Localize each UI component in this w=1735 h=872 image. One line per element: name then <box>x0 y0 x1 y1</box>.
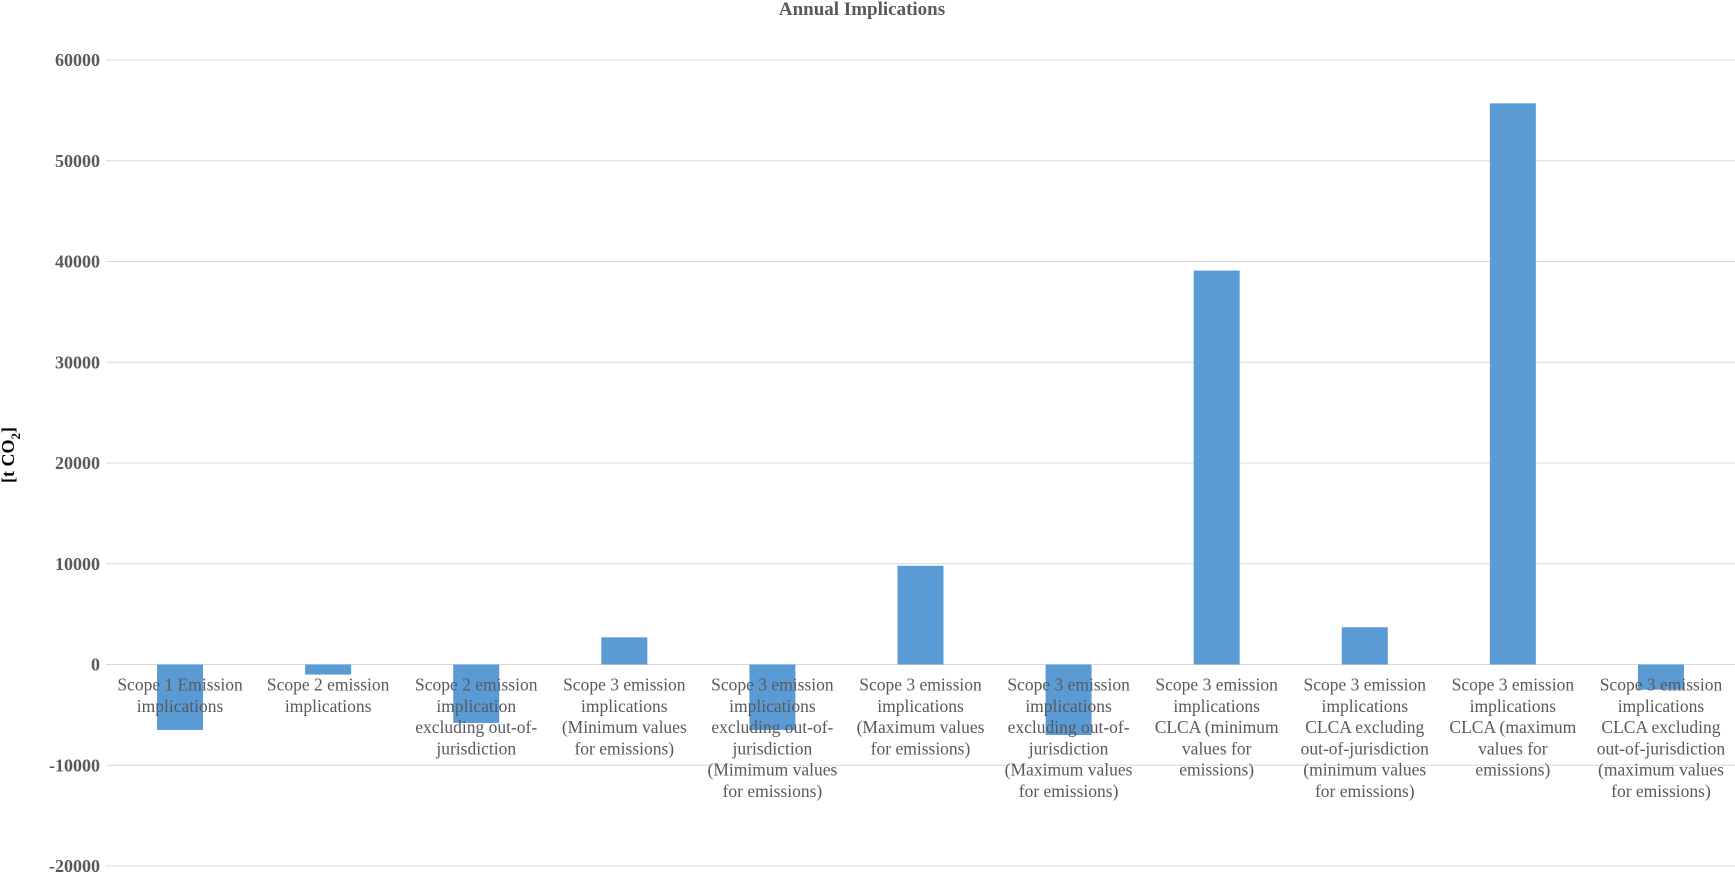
y-axis-ticks: -20000 -10000 0 10000 20000 30000 40000 50000 60… <box>49 50 100 872</box>
category-label: Scope 2 emission implication excluding out… <box>415 675 538 759</box>
bar <box>897 565 944 665</box>
category-label-line: Scope 3 emission <box>1155 675 1278 695</box>
category-label-line: (Mimimum values <box>708 760 838 780</box>
category-label: Scope 3 emission implications (Maximum val… <box>857 675 985 759</box>
category-label-line: for emissions) <box>723 781 823 801</box>
y-tick-label: 20000 <box>55 453 100 473</box>
category-label: Scope 1 Emission implications <box>117 675 243 716</box>
category-label-line: implications <box>285 696 372 716</box>
category-label: Scope 3 emission implications CLCA (maximu… <box>1449 675 1576 780</box>
category-label-line: for emissions) <box>1019 781 1119 801</box>
category-label-line: (maximum values <box>1598 760 1724 780</box>
category-label-line: implications <box>1322 696 1409 716</box>
category-label-line: out-of-jurisdiction <box>1597 738 1726 758</box>
category-label-line: values for <box>1182 738 1252 758</box>
category-label-line: Scope 3 emission <box>1600 675 1723 695</box>
y-tick-label: 40000 <box>55 252 100 272</box>
category-label-line: implications <box>581 696 668 716</box>
category-label-line: out-of-jurisdiction <box>1301 738 1430 758</box>
y-tick-label: 30000 <box>55 352 100 372</box>
category-label-line: implications <box>1618 696 1705 716</box>
category-label: Scope 3 emission implications excluding ou… <box>1005 675 1133 802</box>
category-label-line: jurisdiction <box>732 738 813 758</box>
category-label-line: implications <box>877 696 964 716</box>
category-label-line: implications <box>137 696 224 716</box>
bar <box>1489 103 1536 665</box>
category-label-line: for emissions) <box>1611 781 1711 801</box>
category-label: Scope 3 emission implications CLCA excludi… <box>1301 675 1430 802</box>
y-tick-label: -10000 <box>49 755 100 775</box>
category-label-line: (Maximum values <box>1005 760 1133 780</box>
category-label-line: Scope 3 emission <box>711 675 834 695</box>
chart-title: Annual Implications <box>779 0 945 20</box>
category-label-line: implication <box>436 696 516 716</box>
category-label-line: for emissions) <box>1315 781 1415 801</box>
y-axis-label: [t CO2] <box>0 427 23 483</box>
gridlines <box>106 59 1735 867</box>
category-label-line: jurisdiction <box>1028 738 1109 758</box>
category-label-line: CLCA (maximum <box>1449 717 1576 737</box>
category-label-line: Scope 3 emission <box>1304 675 1427 695</box>
bars <box>157 103 1684 736</box>
bar <box>1193 270 1240 665</box>
category-label-line: (Minimum values <box>562 717 687 737</box>
category-label-line: for emissions) <box>574 738 674 758</box>
category-label-line: emissions) <box>1475 760 1550 780</box>
category-label-line: Scope 2 emission <box>267 675 390 695</box>
category-label-line: Scope 3 emission <box>859 675 982 695</box>
category-label-line: excluding out-of- <box>415 717 537 737</box>
bar <box>305 664 352 675</box>
category-label-line: excluding out-of- <box>711 717 833 737</box>
category-label-line: implications <box>729 696 816 716</box>
category-label-line: implications <box>1470 696 1557 716</box>
category-label-line: for emissions) <box>871 738 971 758</box>
y-tick-label: 0 <box>91 655 100 675</box>
category-label-line: CLCA (minimum <box>1155 717 1279 737</box>
bar <box>453 664 500 723</box>
category-label: Scope 3 emission implications (Minimum val… <box>562 675 687 759</box>
category-label-line: emissions) <box>1179 760 1254 780</box>
bar <box>1341 627 1388 665</box>
bar <box>1637 664 1684 690</box>
category-label-line: Scope 3 emission <box>1452 675 1575 695</box>
category-label: Scope 2 emission implications <box>267 675 390 716</box>
category-label-line: (Maximum values <box>857 717 985 737</box>
category-label-line: Scope 3 emission <box>1007 675 1130 695</box>
y-tick-label: -20000 <box>49 856 100 872</box>
category-label-line: jurisdiction <box>435 738 516 758</box>
category-label-line: CLCA excluding <box>1305 717 1424 737</box>
bar <box>601 637 648 665</box>
category-label-line: implications <box>1173 696 1260 716</box>
category-label-line: (minimum values <box>1303 760 1426 780</box>
category-label-line: Scope 1 Emission <box>117 675 243 695</box>
category-label-line: CLCA excluding <box>1601 717 1720 737</box>
category-label: Scope 3 emission implications excluding ou… <box>708 675 838 802</box>
category-label-line: implications <box>1025 696 1112 716</box>
category-label-line: excluding out-of- <box>1008 717 1130 737</box>
category-label-line: Scope 2 emission <box>415 675 538 695</box>
category-label: Scope 3 emission implications CLCA excludi… <box>1597 675 1726 802</box>
category-label-line: Scope 3 emission <box>563 675 686 695</box>
category-label-line: values for <box>1478 738 1548 758</box>
bar <box>1045 664 1092 736</box>
category-label: Scope 3 emission implications CLCA (minimu… <box>1155 675 1279 780</box>
bar <box>157 664 204 730</box>
y-tick-label: 60000 <box>55 50 100 70</box>
bar <box>749 664 796 730</box>
y-tick-label: 50000 <box>55 151 100 171</box>
y-tick-label: 10000 <box>55 554 100 574</box>
